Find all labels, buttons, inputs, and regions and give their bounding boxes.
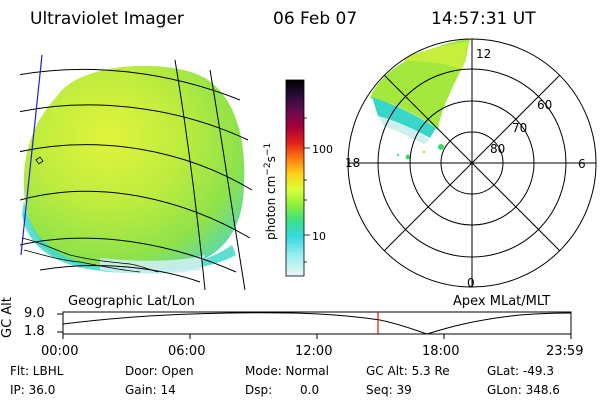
polar-aurora-image: [370, 39, 470, 160]
mlt-label-6: 6: [578, 157, 586, 171]
seq-info: Seq: 39: [366, 383, 412, 397]
glat-info: GLat: -49.3: [487, 364, 554, 378]
altitude-ymin-label: 1.8: [24, 324, 45, 339]
mlt-label-12: 12: [476, 47, 491, 61]
geo-grid-lines: [20, 59, 253, 290]
gain-info: Gain: 14: [125, 383, 176, 397]
time-label-2359: 23:59: [546, 344, 584, 359]
time-label-0600: 06:00: [168, 344, 206, 359]
time-label-1200: 12:00: [295, 344, 333, 359]
dsp-info-value: 0.0: [300, 383, 320, 397]
glon-info: GLon: 348.6: [487, 383, 560, 397]
altitude-ticks: [57, 313, 572, 339]
mlt-label-18: 18: [345, 156, 360, 170]
coastline-outline: [21, 156, 159, 273]
colorbar-unit-label: photon cm−2s−1: [263, 143, 278, 240]
apex-panel-label: Apex MLat/MLT: [453, 294, 551, 309]
colorbar-scale: [285, 79, 305, 277]
altitude-strip: [57, 311, 572, 339]
dsp-info-label: Dsp:: [245, 383, 273, 397]
polar-plot-panel: 12 18 6 0 60 70 80: [345, 38, 597, 290]
terminator-line: [20, 54, 43, 256]
door-info: Door: Open: [125, 364, 194, 378]
altitude-ymax-label: 9.0: [24, 306, 45, 321]
filter-info: Flt: LBHL: [10, 364, 64, 378]
colorbar-tick-10: 10: [312, 230, 326, 243]
mlat-label-70: 70: [512, 121, 527, 135]
mlat-label-80: 80: [490, 142, 505, 156]
time-label-1800: 18:00: [422, 344, 460, 359]
earth-disc-image: [23, 65, 245, 270]
colorbar-tick-100: 100: [312, 143, 333, 156]
observation-time: 14:57:31 UT: [431, 9, 536, 29]
observation-date: 06 Feb 07: [273, 9, 358, 29]
altitude-curve: [62, 312, 572, 335]
colorbar-ticks: [304, 117, 310, 263]
instrument-title: Ultraviolet Imager: [30, 9, 184, 29]
mlt-label-0: 0: [467, 276, 475, 290]
ip-info: IP: 36.0: [10, 383, 56, 397]
altitude-frame: [62, 311, 572, 335]
geographic-panel-label: Geographic Lat/Lon: [68, 294, 195, 309]
time-label-0000: 00:00: [41, 344, 79, 359]
earth-image-panel: [20, 54, 253, 290]
altitude-axis-title: GC Alt: [0, 297, 15, 338]
mlat-label-60: 60: [537, 98, 552, 112]
gc-alt-info: GC Alt: 5.3 Re: [366, 364, 450, 378]
mode-info: Mode: Normal: [245, 364, 329, 378]
polar-grid: [347, 38, 597, 288]
earth-edge-pale: [100, 255, 205, 274]
